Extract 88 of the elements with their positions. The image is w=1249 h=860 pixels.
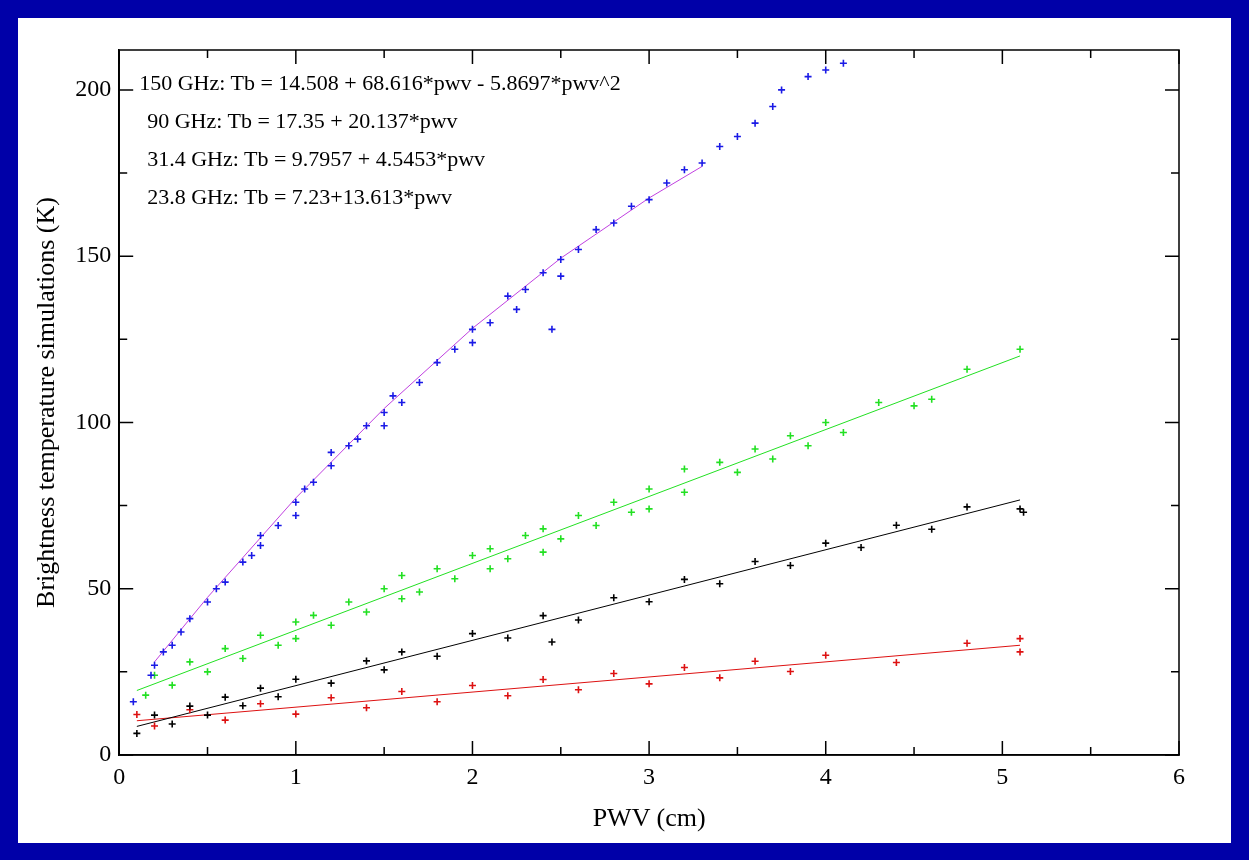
y-tick-label: 50 [87,574,112,601]
annotation: 23.8 GHz: Tb = 7.23+13.613*pwv [147,183,453,209]
annotation: 150 GHz: Tb = 14.508 + 68.616*pwv - 5.8697*pwv^2 [139,69,621,95]
point [962,364,972,374]
x-tick-label: 4 [819,762,832,789]
point [450,574,460,584]
point [326,693,336,703]
point [503,554,513,564]
point [326,678,336,688]
point [556,534,566,544]
x-axis-title: PWV (cm) [592,803,706,833]
y-tick-label: 200 [75,75,112,102]
point [768,454,778,464]
point [432,697,442,707]
x-tick-label: 1 [289,762,302,789]
point [397,594,407,603]
point [503,291,513,301]
point [538,268,548,278]
point [644,484,654,494]
point [662,178,672,188]
point [821,538,831,548]
point [609,218,619,228]
point [821,65,831,75]
point [547,637,557,647]
point [450,344,460,354]
point [750,444,760,454]
point [185,701,195,711]
point [715,579,725,589]
point [291,497,301,507]
x-tick-label: 6 [1173,762,1185,789]
point [167,719,177,729]
point [962,638,972,648]
point [238,701,248,711]
point [1015,647,1025,657]
point [821,650,831,660]
point [485,544,495,554]
point [146,670,156,680]
point [379,584,389,594]
x-tick-label: 2 [466,762,479,789]
point [485,564,495,574]
point [927,524,937,534]
point [609,497,619,507]
point [291,709,301,719]
x-tick-label: 5 [996,762,1009,789]
point [609,593,619,603]
y-axis-title: Brightness temperature simulations (K) [31,197,61,608]
point [397,647,407,657]
annotation: 31.4 GHz: Tb = 9.7957 + 4.5453*pwv [147,145,486,171]
y-tick-label: 100 [75,407,112,434]
point [803,441,813,451]
point [1015,504,1025,514]
point [167,640,177,650]
point [291,674,301,684]
point [644,504,654,514]
point [962,502,972,512]
point [238,557,248,567]
point [697,158,707,168]
point [185,657,195,667]
y-tick-label: 150 [75,241,112,268]
point [538,547,548,557]
point [432,651,442,661]
point [273,692,283,702]
point [344,441,354,451]
x-tick-label: 3 [643,762,656,789]
point [379,665,389,675]
point [750,656,760,666]
point [344,597,354,607]
point [291,617,301,627]
annotation: 90 GHz: Tb = 17.35 + 20.137*pwv [147,107,458,133]
point [503,691,513,701]
point [503,633,513,643]
point [538,524,548,534]
point [388,391,398,401]
point [176,627,186,637]
point [220,577,230,587]
point [909,401,919,411]
point [644,679,654,689]
point [556,271,566,281]
point [927,394,937,404]
point [273,640,283,650]
point [167,680,177,690]
point [220,715,230,725]
point [715,673,725,683]
y-tick-label: 0 [99,740,112,767]
point [379,421,389,431]
point [220,692,230,702]
point [432,564,442,574]
point [750,118,760,128]
